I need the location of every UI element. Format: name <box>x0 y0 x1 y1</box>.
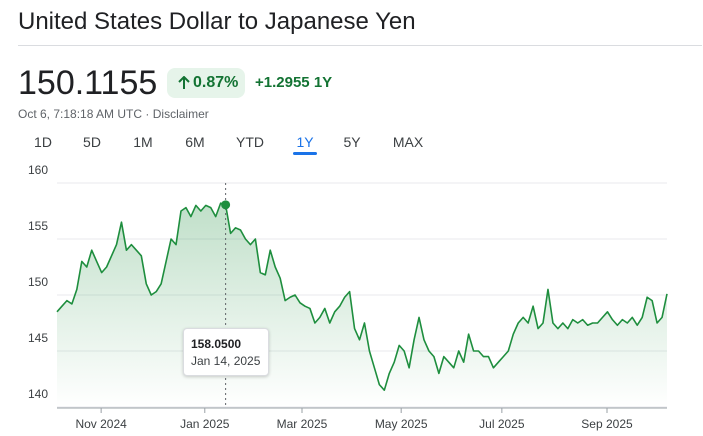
x-tick-label: May 2025 <box>375 417 428 431</box>
price: 150.1155 <box>18 64 158 102</box>
timestamp: Oct 6, 7:18:18 AM UTC <box>18 107 143 121</box>
y-tick-label: 160 <box>28 163 48 177</box>
y-tick-label: 145 <box>28 331 48 345</box>
x-tick-label: Nov 2024 <box>75 417 127 431</box>
arrow-up-icon <box>178 76 190 89</box>
area <box>57 203 667 407</box>
range-tab[interactable]: 5Y <box>343 134 361 150</box>
chart: 140 145 150 155 160 Nov 2024 Jan 2025 Mar 2025 M… <box>28 163 668 431</box>
tooltip <box>183 328 269 376</box>
range-tab[interactable]: MAX <box>392 134 424 150</box>
selected-underline <box>293 152 317 155</box>
x-tick-label: Sep 2025 <box>581 417 633 431</box>
divider <box>18 45 702 46</box>
change-abs: +1.2955 1Y <box>255 74 332 91</box>
line <box>56 202 668 391</box>
x-tick-label: Jan 2025 <box>180 417 230 431</box>
subline: Oct 6, 7:18:18 AM UTC · Disclaimer <box>18 107 209 121</box>
separator: · <box>145 107 150 121</box>
title: United States Dollar to Japanese Yen <box>18 8 416 35</box>
x-tick-label: Mar 2025 <box>277 417 328 431</box>
range-tab[interactable]: 1Y <box>296 134 314 150</box>
range-tab[interactable]: 1D <box>34 134 52 150</box>
change-percent: 0.87% <box>193 74 239 91</box>
range-tab[interactable]: YTD <box>236 134 264 150</box>
change-badge <box>167 68 245 98</box>
range-tab[interactable]: 1M <box>133 134 153 150</box>
x-tick-label: Jul 2025 <box>479 417 525 431</box>
tooltip-value: 158.0500 <box>191 337 242 351</box>
range-tab[interactable]: 5D <box>83 134 101 150</box>
y-tick-label: 140 <box>28 387 48 401</box>
range-tabs: 1D 5D 1M 6M YTD 1Y 5Y MAX <box>0 134 703 158</box>
range-tab[interactable]: 6M <box>185 134 205 150</box>
change-period: 1Y <box>313 74 333 91</box>
y-tick-label: 150 <box>28 275 48 289</box>
change-value: +1.2955 <box>255 74 310 91</box>
tooltip-date: Jan 14, 2025 <box>191 354 261 368</box>
hover-point <box>221 200 231 210</box>
disclaimer-link[interactable]: Disclaimer <box>152 107 209 121</box>
y-tick-label: 155 <box>28 219 48 233</box>
